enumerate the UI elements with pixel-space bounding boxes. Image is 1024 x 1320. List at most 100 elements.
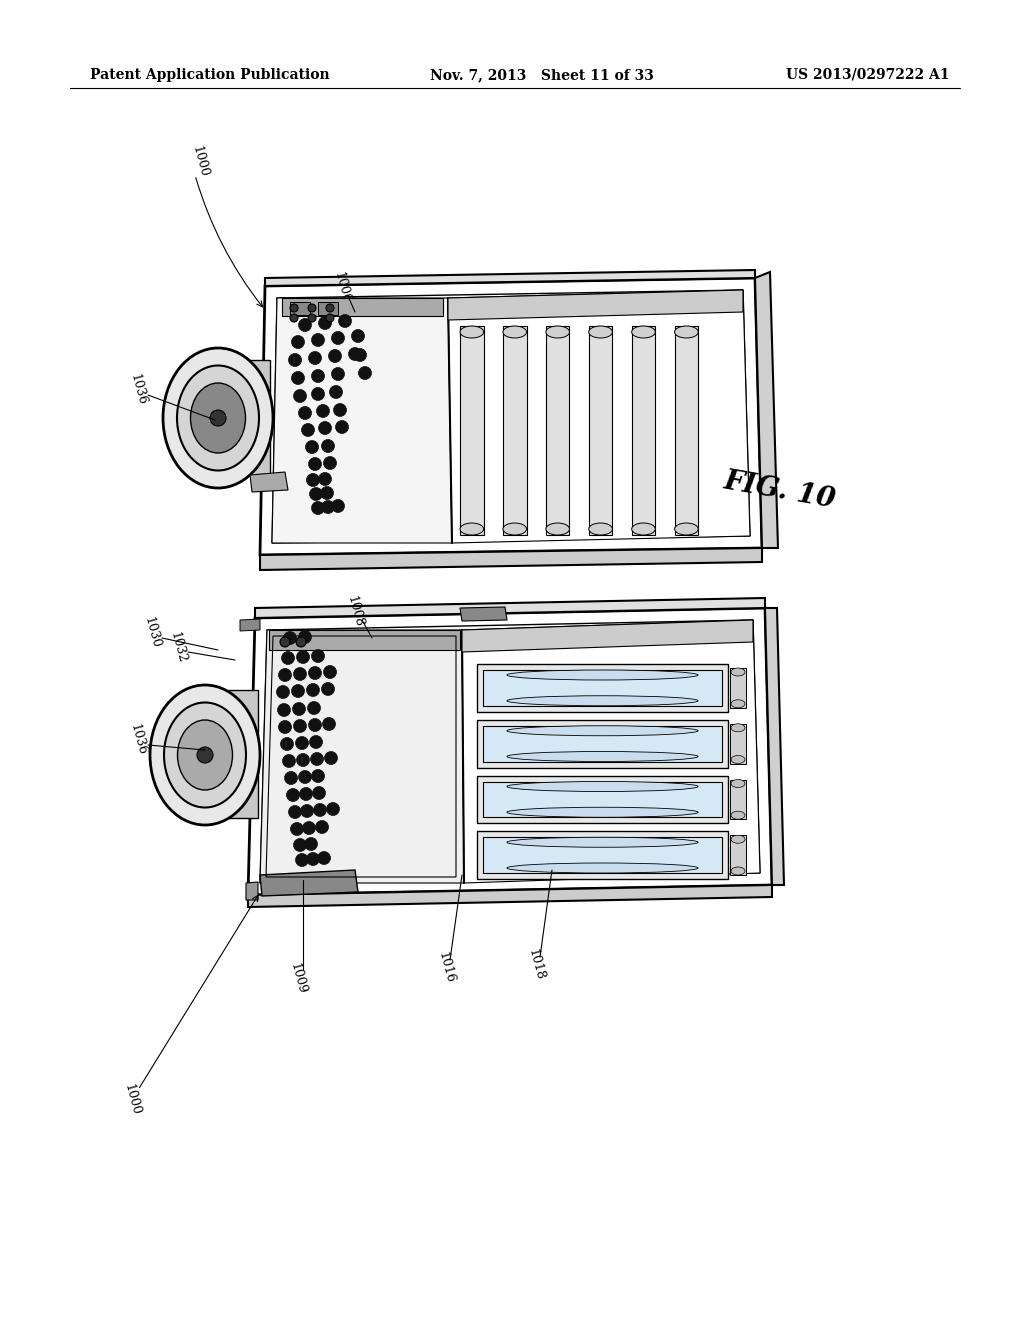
Ellipse shape	[507, 671, 698, 680]
Circle shape	[296, 854, 308, 866]
Ellipse shape	[164, 702, 246, 808]
Circle shape	[299, 771, 311, 784]
Circle shape	[310, 752, 324, 766]
Ellipse shape	[731, 755, 745, 763]
Text: 1032: 1032	[168, 630, 188, 664]
Polygon shape	[269, 630, 460, 649]
Circle shape	[309, 735, 323, 748]
Circle shape	[293, 702, 305, 715]
Circle shape	[311, 370, 325, 383]
Circle shape	[308, 458, 322, 470]
Polygon shape	[449, 290, 743, 319]
Circle shape	[308, 718, 322, 731]
Polygon shape	[477, 719, 728, 767]
Circle shape	[311, 770, 325, 783]
Ellipse shape	[731, 723, 745, 731]
Circle shape	[326, 304, 334, 312]
Ellipse shape	[507, 726, 698, 735]
Circle shape	[297, 754, 309, 767]
Ellipse shape	[460, 326, 483, 338]
Circle shape	[317, 851, 331, 865]
Circle shape	[290, 304, 298, 312]
Text: US 2013/0297222 A1: US 2013/0297222 A1	[786, 69, 950, 82]
Circle shape	[321, 487, 334, 499]
Circle shape	[332, 499, 344, 512]
Circle shape	[327, 803, 340, 816]
Ellipse shape	[731, 812, 745, 820]
Text: 1036: 1036	[128, 723, 148, 758]
Circle shape	[287, 788, 299, 801]
Polygon shape	[248, 884, 772, 907]
Polygon shape	[255, 598, 765, 618]
Circle shape	[296, 638, 306, 647]
Ellipse shape	[503, 326, 526, 338]
Polygon shape	[755, 272, 778, 548]
Ellipse shape	[163, 348, 273, 488]
Polygon shape	[260, 279, 762, 554]
Circle shape	[290, 314, 298, 322]
Circle shape	[324, 457, 337, 470]
Ellipse shape	[507, 808, 698, 817]
Text: 1000: 1000	[189, 145, 210, 180]
Circle shape	[301, 424, 314, 437]
Polygon shape	[546, 326, 569, 535]
Ellipse shape	[589, 523, 612, 535]
Circle shape	[330, 385, 342, 399]
Circle shape	[299, 318, 311, 331]
Circle shape	[308, 667, 322, 680]
Ellipse shape	[731, 836, 745, 843]
Circle shape	[318, 421, 332, 434]
Polygon shape	[460, 607, 507, 620]
Circle shape	[280, 638, 290, 647]
Circle shape	[308, 304, 316, 312]
Ellipse shape	[507, 863, 698, 873]
Circle shape	[329, 350, 341, 363]
Circle shape	[304, 837, 317, 850]
Circle shape	[294, 838, 306, 851]
Text: 1018: 1018	[525, 948, 547, 982]
Polygon shape	[240, 360, 270, 475]
Circle shape	[308, 351, 322, 364]
Circle shape	[282, 652, 295, 664]
Polygon shape	[250, 473, 288, 492]
Polygon shape	[477, 832, 728, 879]
Circle shape	[332, 367, 344, 380]
Circle shape	[210, 411, 226, 426]
Polygon shape	[318, 302, 338, 315]
Circle shape	[281, 738, 294, 751]
Ellipse shape	[507, 837, 698, 847]
Ellipse shape	[546, 326, 569, 338]
Polygon shape	[477, 776, 728, 824]
Polygon shape	[260, 870, 358, 896]
Polygon shape	[248, 609, 772, 895]
Circle shape	[311, 334, 325, 346]
Polygon shape	[730, 836, 746, 875]
Circle shape	[353, 348, 367, 362]
Circle shape	[197, 747, 213, 763]
Ellipse shape	[177, 719, 232, 789]
Ellipse shape	[589, 326, 612, 338]
Polygon shape	[730, 723, 746, 763]
Circle shape	[308, 314, 316, 322]
Circle shape	[324, 665, 337, 678]
Circle shape	[289, 354, 301, 367]
Circle shape	[302, 821, 315, 834]
Circle shape	[339, 314, 351, 327]
Ellipse shape	[460, 523, 483, 535]
Circle shape	[351, 330, 365, 342]
Polygon shape	[282, 298, 443, 315]
Polygon shape	[483, 781, 722, 817]
Circle shape	[285, 771, 298, 784]
Ellipse shape	[731, 867, 745, 875]
Ellipse shape	[503, 523, 526, 535]
Ellipse shape	[632, 523, 655, 535]
Circle shape	[322, 682, 335, 696]
Polygon shape	[260, 548, 762, 570]
Circle shape	[292, 371, 304, 384]
Polygon shape	[462, 620, 753, 652]
Circle shape	[323, 718, 336, 730]
Circle shape	[294, 719, 306, 733]
Ellipse shape	[731, 700, 745, 708]
Ellipse shape	[190, 383, 246, 453]
Circle shape	[334, 404, 346, 417]
